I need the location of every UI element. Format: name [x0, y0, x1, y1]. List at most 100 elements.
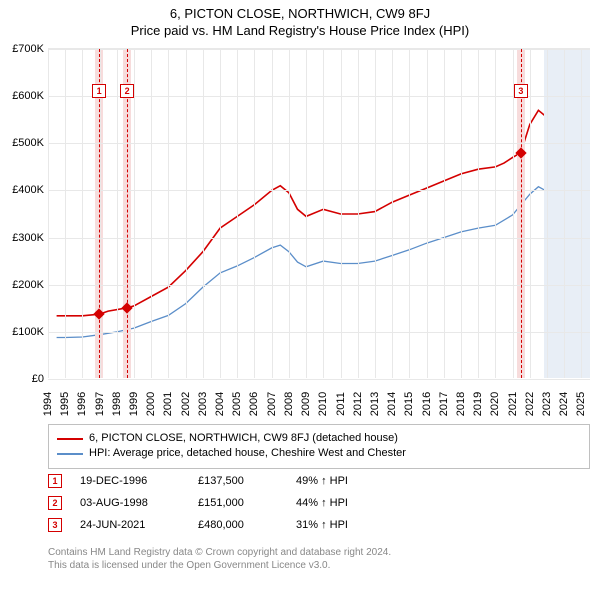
- sales-row-price: £480,000: [198, 519, 278, 531]
- sales-row-date: 19-DEC-1996: [80, 475, 180, 487]
- sales-row-diff: 49% ↑ HPI: [296, 475, 396, 487]
- xtick-label: 2003: [197, 392, 209, 416]
- footer-attribution: Contains HM Land Registry data © Crown c…: [48, 546, 391, 572]
- xtick-label: 2025: [575, 392, 587, 416]
- gridline-v: [375, 49, 376, 378]
- ytick-label: £700K: [12, 43, 44, 55]
- gridline-v: [547, 49, 548, 378]
- sale-marker-box: 3: [514, 84, 528, 98]
- ytick-label: £200K: [12, 279, 44, 291]
- xtick-label: 2021: [507, 392, 519, 416]
- gridline-v: [427, 49, 428, 378]
- gridline-h: [48, 190, 590, 191]
- legend-swatch: [57, 453, 83, 455]
- gridline-v: [392, 49, 393, 378]
- xtick-label: 2024: [558, 392, 570, 416]
- footer-line-1: Contains HM Land Registry data © Crown c…: [48, 546, 391, 559]
- gridline-v: [65, 49, 66, 378]
- xtick-label: 2019: [472, 392, 484, 416]
- xtick-label: 2008: [283, 392, 295, 416]
- legend-label: 6, PICTON CLOSE, NORTHWICH, CW9 8FJ (det…: [89, 431, 398, 446]
- xtick-label: 1998: [111, 392, 123, 416]
- xtick-label: 2004: [214, 392, 226, 416]
- chart-title: 6, PICTON CLOSE, NORTHWICH, CW9 8FJ: [0, 0, 600, 21]
- gridline-v: [323, 49, 324, 378]
- xtick-label: 2005: [231, 392, 243, 416]
- xtick-label: 2016: [421, 392, 433, 416]
- gridline-v: [358, 49, 359, 378]
- xtick-label: 2020: [489, 392, 501, 416]
- xtick-label: 2001: [162, 392, 174, 416]
- legend-item: 6, PICTON CLOSE, NORTHWICH, CW9 8FJ (det…: [57, 431, 581, 446]
- series-line-hpi: [57, 187, 582, 338]
- xtick-label: 2015: [403, 392, 415, 416]
- ytick-label: £400K: [12, 184, 44, 196]
- legend-box: 6, PICTON CLOSE, NORTHWICH, CW9 8FJ (det…: [48, 424, 590, 469]
- gridline-v: [461, 49, 462, 378]
- gridline-h: [48, 143, 590, 144]
- ytick-label: £600K: [12, 90, 44, 102]
- xtick-label: 2013: [369, 392, 381, 416]
- xtick-label: 2012: [352, 392, 364, 416]
- xtick-label: 2014: [386, 392, 398, 416]
- xtick-label: 2018: [455, 392, 467, 416]
- sales-row: 324-JUN-2021£480,00031% ↑ HPI: [48, 514, 396, 536]
- gridline-v: [564, 49, 565, 378]
- gridline-h: [48, 332, 590, 333]
- gridline-v: [289, 49, 290, 378]
- gridline-v: [134, 49, 135, 378]
- sale-marker-box: 2: [120, 84, 134, 98]
- xtick-label: 2017: [438, 392, 450, 416]
- ytick-label: £100K: [12, 326, 44, 338]
- gridline-v: [530, 49, 531, 378]
- sales-row-marker: 1: [48, 474, 62, 488]
- gridline-v: [409, 49, 410, 378]
- ytick-label: £300K: [12, 232, 44, 244]
- legend-label: HPI: Average price, detached house, Ches…: [89, 446, 406, 461]
- gridline-h: [48, 285, 590, 286]
- legend-swatch: [57, 438, 83, 440]
- gridline-v: [82, 49, 83, 378]
- gridline-v: [203, 49, 204, 378]
- gridline-v: [168, 49, 169, 378]
- gridline-v: [272, 49, 273, 378]
- xtick-label: 2011: [335, 392, 347, 416]
- gridline-h: [48, 379, 590, 380]
- gridline-v: [254, 49, 255, 378]
- gridline-v: [306, 49, 307, 378]
- xtick-label: 2002: [180, 392, 192, 416]
- sales-row-date: 03-AUG-1998: [80, 497, 180, 509]
- gridline-v: [186, 49, 187, 378]
- gridline-h: [48, 238, 590, 239]
- sale-marker-box: 1: [92, 84, 106, 98]
- xtick-label: 1997: [94, 392, 106, 416]
- gridline-v: [117, 49, 118, 378]
- xtick-label: 2006: [248, 392, 260, 416]
- gridline-v: [237, 49, 238, 378]
- xtick-label: 2023: [541, 392, 553, 416]
- gridline-v: [48, 49, 49, 378]
- gridline-v: [151, 49, 152, 378]
- sales-row-diff: 44% ↑ HPI: [296, 497, 396, 509]
- sales-row-price: £151,000: [198, 497, 278, 509]
- ytick-label: £500K: [12, 137, 44, 149]
- sales-row-diff: 31% ↑ HPI: [296, 519, 396, 531]
- gridline-v: [220, 49, 221, 378]
- gridline-h: [48, 49, 590, 50]
- sales-row-marker: 2: [48, 496, 62, 510]
- legend-item: HPI: Average price, detached house, Ches…: [57, 446, 581, 461]
- future-shade: [544, 49, 590, 378]
- xtick-label: 2000: [145, 392, 157, 416]
- gridline-v: [581, 49, 582, 378]
- chart-plot-area: £0£100K£200K£300K£400K£500K£600K£700K199…: [48, 48, 590, 378]
- chart-subtitle: Price paid vs. HM Land Registry's House …: [0, 21, 600, 38]
- gridline-v: [495, 49, 496, 378]
- gridline-v: [341, 49, 342, 378]
- xtick-label: 1995: [59, 392, 71, 416]
- gridline-v: [444, 49, 445, 378]
- xtick-label: 1994: [42, 392, 54, 416]
- xtick-label: 1999: [128, 392, 140, 416]
- xtick-label: 1996: [76, 392, 88, 416]
- sales-row: 2 03-AUG-1998 £151,000 44% ↑ HPI: [48, 492, 396, 514]
- xtick-label: 2007: [266, 392, 278, 416]
